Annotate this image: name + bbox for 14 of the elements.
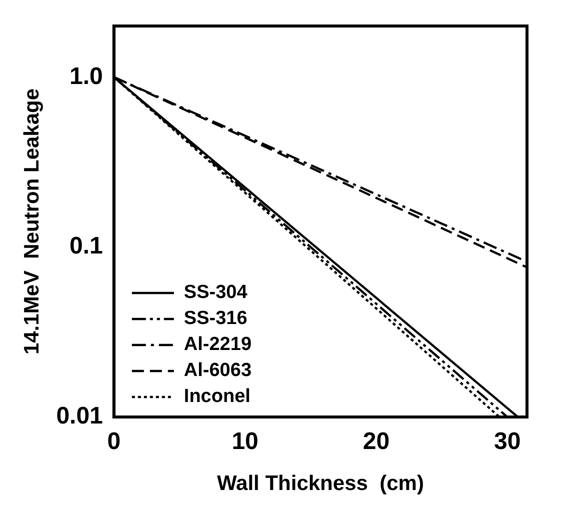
y-tick-label: 1.0 [70,62,103,90]
legend-label: Al-2219 [184,334,252,356]
y-tick-label: 0.01 [56,402,103,430]
y-tick-label: 0.1 [70,232,103,260]
legend-label: Inconel [184,386,250,408]
legend-label: SS-304 [184,282,248,304]
x-axis-title: Wall Thickness (cm) [216,472,424,496]
x-tick-label: 20 [362,428,390,456]
x-tick-label: 0 [107,428,121,456]
legend-label: Al-6063 [184,360,252,382]
x-tick-label: 10 [232,428,258,456]
legend-label: SS-316 [184,308,248,330]
x-tick-label: 30 [494,428,521,456]
y-axis-title: 14.1MeV Neutron Leakage [20,88,44,355]
